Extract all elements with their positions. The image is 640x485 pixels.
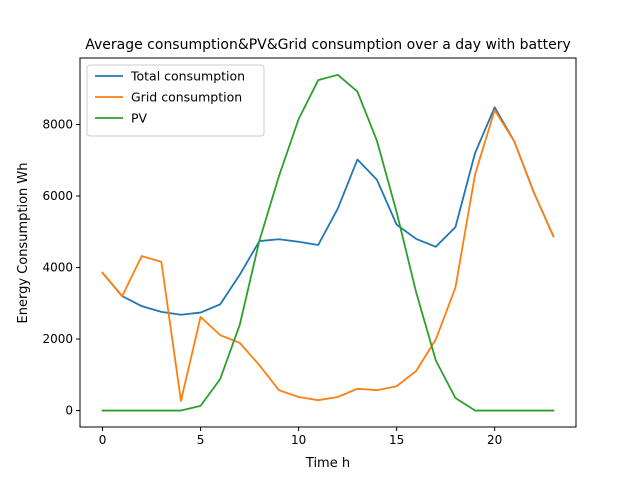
x-tick-label: 5 xyxy=(197,433,205,447)
y-tick-label: 0 xyxy=(65,404,73,418)
legend-label-total-consumption: Total consumption xyxy=(130,69,245,84)
legend-label-pv: PV xyxy=(131,111,148,126)
x-tick-label: 20 xyxy=(487,433,502,447)
y-tick-label: 6000 xyxy=(42,189,73,203)
x-tick-label: 15 xyxy=(389,433,404,447)
series-line-total-consumption xyxy=(101,106,555,316)
plot-frame xyxy=(79,57,577,428)
series-line-grid-consumption xyxy=(101,109,555,402)
y-tick-label: 2000 xyxy=(42,332,73,346)
x-tick-label: 10 xyxy=(291,433,306,447)
x-axis-label: Time h xyxy=(305,456,350,471)
y-axis-label: Energy Consumption Wh xyxy=(16,163,31,324)
axes: 0 5 10 15 20 0 2000 4000 6000 8000 xyxy=(42,57,577,447)
y-tick-label: 4000 xyxy=(42,261,73,275)
legend-box xyxy=(86,64,265,137)
legend-label-grid-consumption: Grid consumption xyxy=(131,90,242,105)
series-lines xyxy=(101,73,555,412)
legend: Total consumption Grid consumption PV xyxy=(86,64,265,137)
x-tick-label: 0 xyxy=(99,433,107,447)
chart-title: Average consumption&PV&Grid consumption … xyxy=(85,37,571,53)
y-tick-label: 8000 xyxy=(42,118,73,132)
series-line-pv xyxy=(101,73,555,412)
